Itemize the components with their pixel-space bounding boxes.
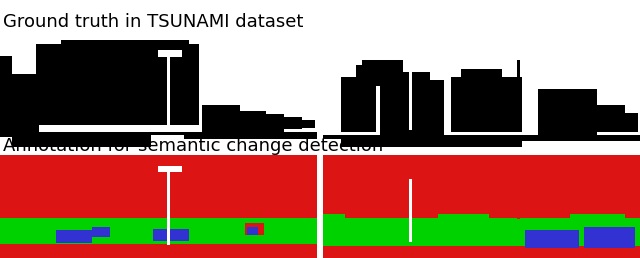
Text: Annotation for semantic change detection: Annotation for semantic change detection bbox=[3, 137, 383, 155]
Text: Ground truth in TSUNAMI dataset: Ground truth in TSUNAMI dataset bbox=[3, 13, 303, 31]
